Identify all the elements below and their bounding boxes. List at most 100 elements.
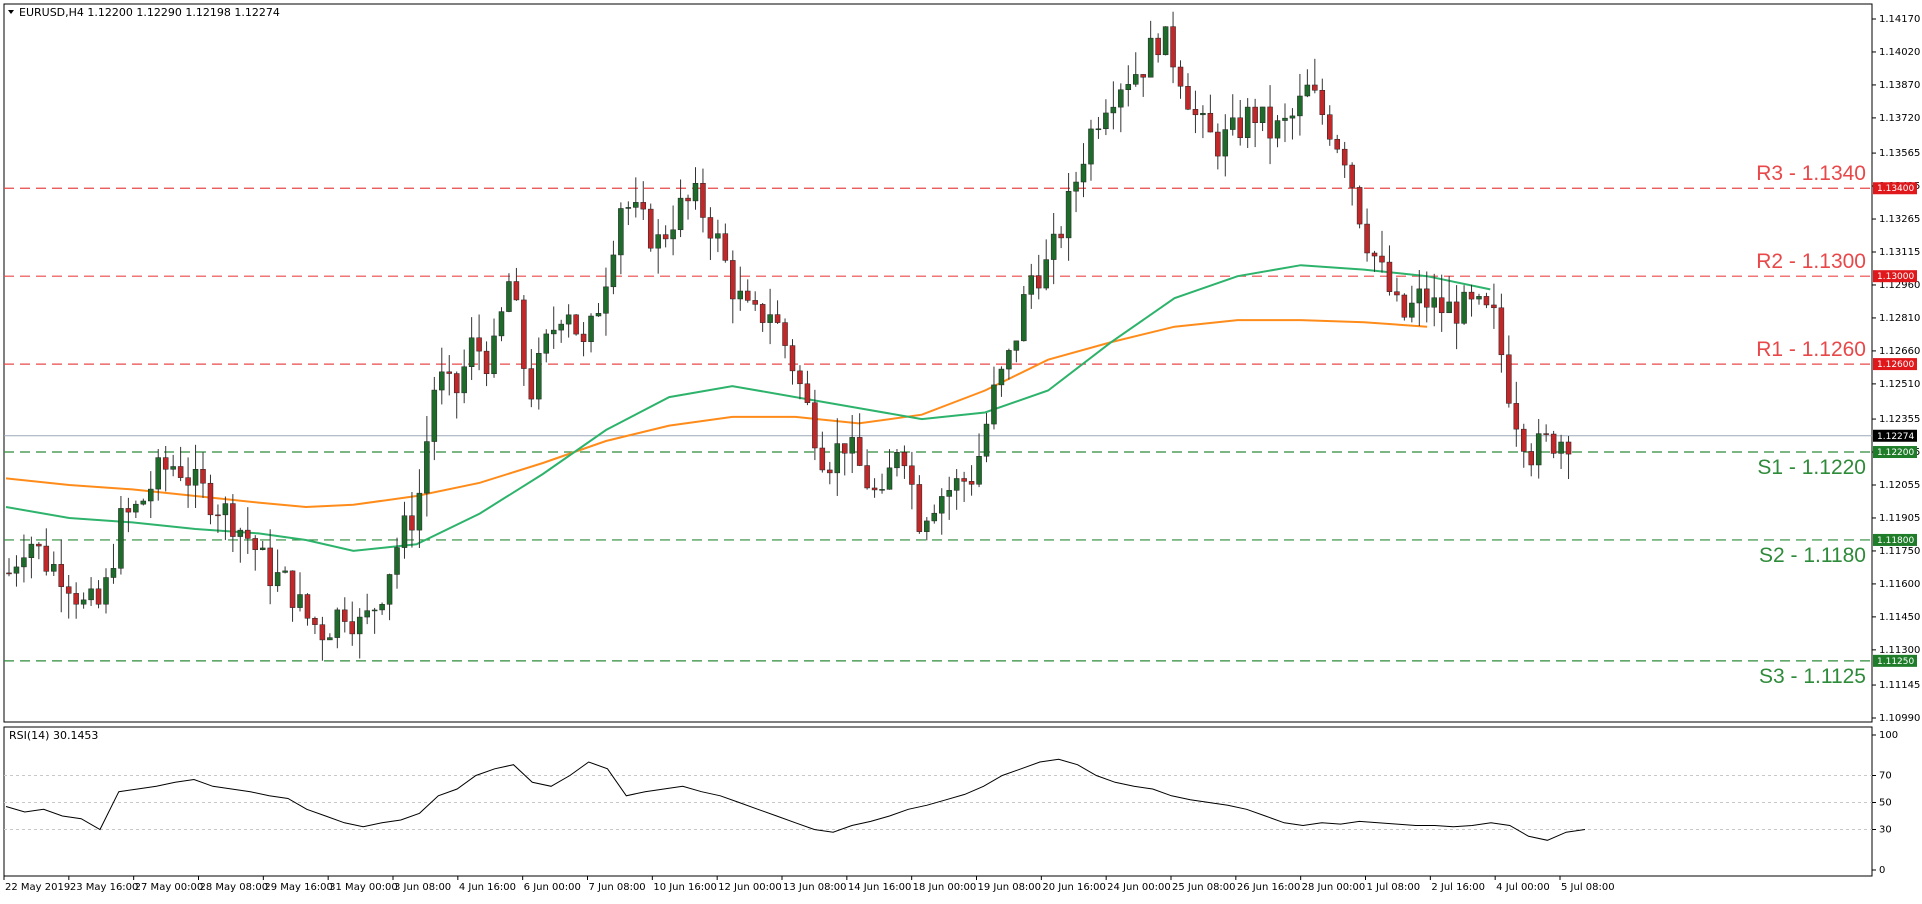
x-tick-label: 4 Jul 00:00 xyxy=(1496,882,1550,893)
candle-bear xyxy=(267,547,273,587)
candle-bull xyxy=(1065,190,1072,239)
candle-bull xyxy=(633,202,639,208)
candle-bull xyxy=(222,503,229,516)
x-tick-label: 27 May 00:00 xyxy=(135,882,204,893)
candle-bear xyxy=(662,234,669,240)
candle-bear xyxy=(580,333,587,342)
candle-bear xyxy=(730,260,736,300)
candle-bull xyxy=(1244,106,1251,139)
candle-bear xyxy=(1319,90,1326,115)
candle-bull xyxy=(849,437,855,454)
candle-bear xyxy=(162,457,169,470)
candle-bull xyxy=(237,529,244,537)
candle-bear xyxy=(207,482,214,516)
candle-bull xyxy=(998,368,1005,386)
candle-bear xyxy=(744,290,751,301)
candle-bear xyxy=(1483,296,1490,306)
rsi-line xyxy=(5,758,1586,841)
level-price-tag-text: 1.12200 xyxy=(1877,448,1914,458)
x-tick-label: 6 Jun 00:00 xyxy=(524,882,581,893)
candle-bear xyxy=(1155,37,1161,56)
candle-bear xyxy=(864,465,870,489)
candle-bear xyxy=(43,545,50,572)
candle-bull xyxy=(625,207,632,209)
candle-bear xyxy=(1371,252,1378,257)
candle-bear xyxy=(1334,138,1340,150)
candle-bull xyxy=(13,566,20,574)
candle-bull xyxy=(1200,112,1206,116)
x-tick-label: 10 Jun 16:00 xyxy=(653,882,717,893)
candle-bull xyxy=(424,441,430,494)
candle-bear xyxy=(968,481,975,485)
candle-bull xyxy=(21,557,27,568)
candle-bear xyxy=(1341,148,1348,166)
candle-bear xyxy=(1185,86,1191,110)
candle-bull xyxy=(1446,301,1452,314)
candle-bear xyxy=(1513,403,1520,430)
candle-bear xyxy=(1192,109,1199,116)
candle-bear xyxy=(782,322,788,346)
candle-bear xyxy=(1207,112,1214,133)
rsi-pane-frame xyxy=(3,726,1873,877)
y-tick-label: 1.13115 xyxy=(1879,247,1920,258)
candle-bull xyxy=(618,208,624,256)
x-tick-label: 22 May 2019 xyxy=(5,882,70,893)
x-tick-label: 20 Jun 16:00 xyxy=(1042,882,1106,893)
candle-bear xyxy=(73,593,79,605)
level-label-s2: S2 - 1.1180 xyxy=(1759,544,1866,567)
candle-bull xyxy=(416,492,423,531)
candle-bull xyxy=(1274,120,1281,139)
candle-bear xyxy=(446,371,453,374)
candle-bear xyxy=(1140,74,1146,78)
level-price-tag xyxy=(1873,182,1917,195)
candle-bear xyxy=(640,202,647,210)
x-tick-label: 29 May 16:00 xyxy=(264,882,333,893)
y-tick-label: 1.12660 xyxy=(1879,346,1920,357)
candle-bear xyxy=(1058,233,1064,239)
candle-bear xyxy=(1379,255,1385,263)
level-price-tag xyxy=(1873,533,1917,546)
candle-bear xyxy=(125,508,132,513)
candle-bull xyxy=(677,197,684,231)
y-tick-label: 1.12510 xyxy=(1879,379,1920,390)
candle-bear xyxy=(185,477,191,486)
candle-bear xyxy=(1349,164,1355,188)
y-tick-label: 1.11300 xyxy=(1879,645,1920,656)
candle-bear xyxy=(289,570,296,608)
candle-bear xyxy=(856,437,863,466)
x-tick-label: 31 May 00:00 xyxy=(329,882,398,893)
candle-bear xyxy=(1312,84,1318,91)
candle-bull xyxy=(1095,128,1102,131)
y-tick-label: 1.12810 xyxy=(1879,313,1920,324)
candle-bear xyxy=(812,402,818,449)
candle-bull xyxy=(1080,163,1087,183)
candle-bull xyxy=(588,315,594,342)
candle-bear xyxy=(1394,291,1400,296)
candle-bull xyxy=(536,353,542,400)
candle-bull xyxy=(148,488,154,502)
candle-bull xyxy=(103,577,109,605)
x-tick-label: 26 Jun 16:00 xyxy=(1237,882,1301,893)
candle-bull xyxy=(140,500,147,505)
collapse-triangle-icon[interactable] xyxy=(8,10,14,14)
candle-bear xyxy=(647,208,654,249)
x-tick-label: 1 Jul 08:00 xyxy=(1367,882,1421,893)
level-label-s1: S1 - 1.1220 xyxy=(1757,456,1866,479)
candle-bull xyxy=(1461,291,1467,324)
candle-bull xyxy=(1304,84,1311,97)
candle-bear xyxy=(36,543,42,547)
candle-bear xyxy=(1252,106,1258,123)
candle-bear xyxy=(245,529,251,539)
level-price-tag-text: 1.13400 xyxy=(1877,184,1914,194)
candle-bear xyxy=(483,350,490,375)
candle-bear xyxy=(1177,66,1184,87)
y-tick-label: 1.14170 xyxy=(1879,14,1920,25)
candle-bear xyxy=(827,469,833,474)
candle-bull xyxy=(51,564,57,572)
candle-bull xyxy=(386,574,393,605)
candle-bull xyxy=(1431,297,1437,308)
candle-bull xyxy=(610,254,617,288)
candle-bear xyxy=(1401,294,1408,318)
candle-bear xyxy=(1364,223,1370,254)
